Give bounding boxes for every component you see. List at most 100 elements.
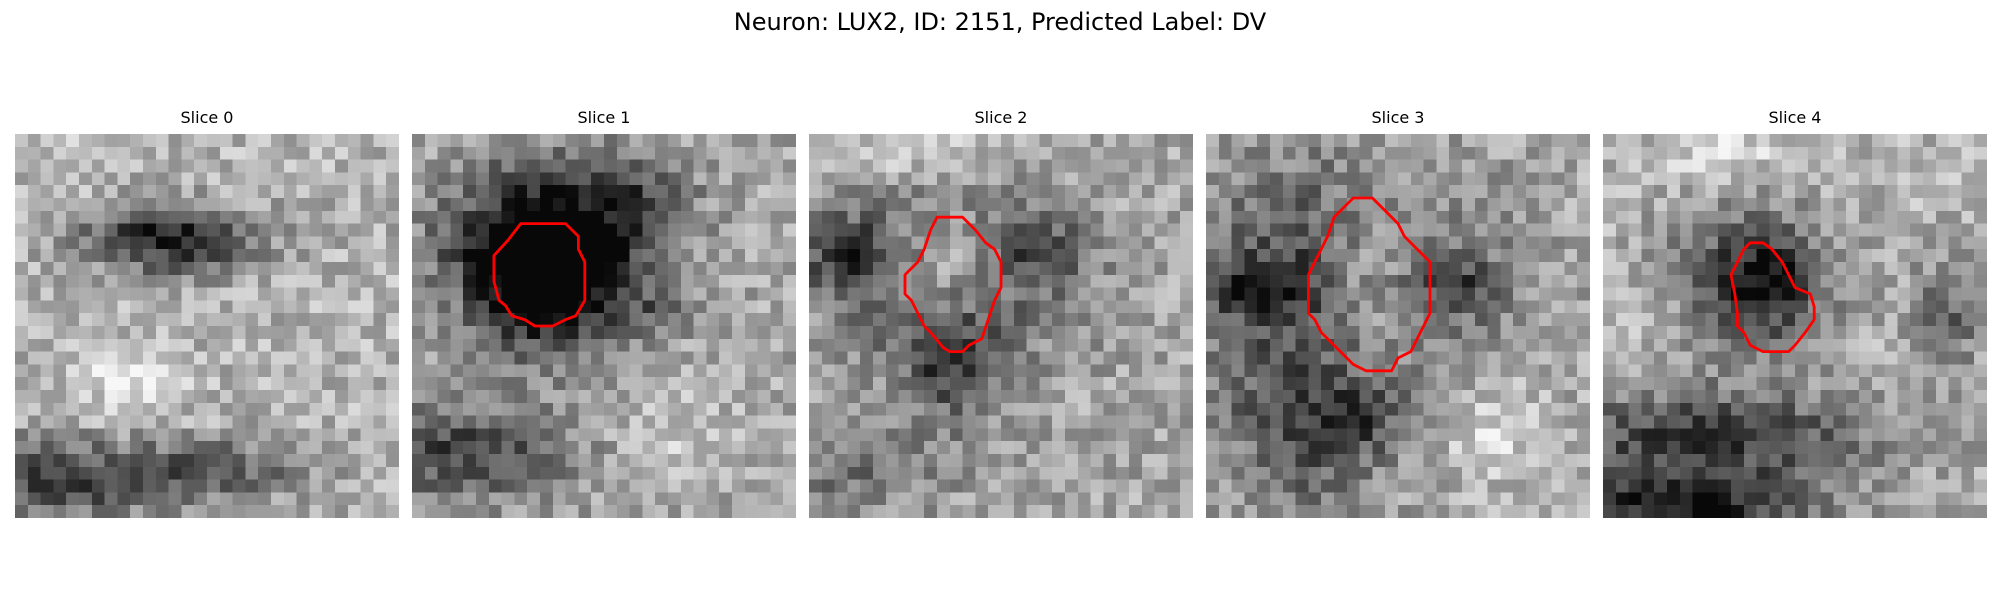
- pixel: [245, 313, 259, 326]
- pixel: [450, 326, 464, 339]
- pixel: [360, 198, 374, 211]
- pixel: [1116, 262, 1129, 275]
- pixel: [1346, 249, 1360, 262]
- pixel: [1154, 505, 1168, 518]
- pixel: [1218, 185, 1232, 198]
- pixel: [860, 185, 873, 198]
- pixel: [1039, 428, 1053, 442]
- pixel: [1961, 249, 1975, 262]
- pixel: [1603, 402, 1616, 416]
- pixel: [1692, 262, 1706, 275]
- pixel: [604, 262, 617, 275]
- pixel: [1372, 223, 1386, 237]
- pixel: [962, 313, 976, 326]
- pixel: [15, 146, 28, 160]
- pixel: [1948, 415, 1962, 429]
- pixel: [463, 172, 476, 186]
- pixel: [962, 377, 976, 390]
- pixel: [219, 492, 233, 506]
- pixel: [898, 172, 912, 186]
- pixel: [271, 326, 284, 339]
- pixel: [680, 441, 694, 454]
- pixel: [1385, 466, 1398, 480]
- pixel: [706, 505, 720, 518]
- pixel: [207, 364, 220, 378]
- pixel: [15, 338, 28, 352]
- pixel: [66, 338, 79, 352]
- pixel: [424, 287, 438, 301]
- pixel: [706, 159, 720, 173]
- slice-title: Slice 1: [577, 108, 631, 127]
- pixel: [1218, 274, 1232, 288]
- pixel: [604, 505, 617, 518]
- pixel: [1705, 428, 1719, 442]
- pixel: [1077, 505, 1091, 518]
- pixel: [1052, 249, 1065, 262]
- pixel: [309, 210, 323, 224]
- pixel: [540, 159, 553, 173]
- pixel: [898, 454, 912, 467]
- pixel: [271, 364, 284, 378]
- pixel: [1705, 415, 1719, 429]
- pixel: [1154, 454, 1168, 467]
- pixel: [1743, 300, 1757, 314]
- pixel: [463, 223, 476, 237]
- pixel: [1065, 466, 1078, 480]
- pixel: [53, 428, 67, 442]
- pixel: [296, 479, 310, 493]
- pixel: [386, 313, 399, 326]
- pixel: [873, 428, 886, 442]
- pixel: [1077, 466, 1091, 480]
- pixel: [1884, 172, 1898, 186]
- pixel: [1244, 351, 1258, 365]
- pixel: [155, 441, 169, 454]
- pixel: [1141, 223, 1155, 237]
- pixel: [1628, 134, 1642, 147]
- pixel: [783, 428, 796, 442]
- pixel: [1039, 441, 1053, 454]
- pixel: [1961, 441, 1975, 454]
- pixel: [1974, 351, 1987, 365]
- pixel: [719, 313, 732, 326]
- pixel: [1641, 198, 1655, 211]
- pixel: [1564, 364, 1578, 378]
- pixel: [1795, 146, 1808, 160]
- pixel: [680, 134, 694, 147]
- pixel: [1141, 479, 1155, 493]
- pixel: [168, 300, 182, 314]
- pixel: [1692, 428, 1706, 442]
- pixel: [283, 441, 297, 454]
- pixel: [1961, 351, 1975, 365]
- pixel: [1103, 223, 1117, 237]
- pixel: [1449, 223, 1462, 237]
- pixel: [770, 466, 784, 480]
- pixel: [1948, 249, 1962, 262]
- pixel: [911, 326, 925, 339]
- pixel: [1270, 326, 1283, 339]
- pixel: [1410, 172, 1424, 186]
- pixel: [1718, 326, 1731, 339]
- pixel: [1398, 146, 1411, 160]
- pixel: [732, 428, 745, 442]
- pixel: [873, 454, 886, 467]
- pixel: [1769, 364, 1783, 378]
- pixel: [1769, 428, 1783, 442]
- pixel: [1551, 313, 1565, 326]
- pixel: [1615, 338, 1629, 352]
- pixel: [655, 159, 668, 173]
- pixel: [181, 274, 195, 288]
- pixel: [1282, 185, 1296, 198]
- pixel: [1282, 479, 1296, 493]
- pixel: [1090, 351, 1104, 365]
- pixel: [1910, 479, 1923, 493]
- pixel: [1462, 300, 1475, 314]
- pixel: [1935, 185, 1949, 198]
- pixel: [1769, 159, 1783, 173]
- pixel: [809, 377, 822, 390]
- pixel: [1961, 172, 1975, 186]
- pixel: [1756, 185, 1770, 198]
- pixel: [847, 210, 861, 224]
- pixel: [975, 454, 989, 467]
- pixel: [194, 313, 207, 326]
- pixel: [680, 159, 694, 173]
